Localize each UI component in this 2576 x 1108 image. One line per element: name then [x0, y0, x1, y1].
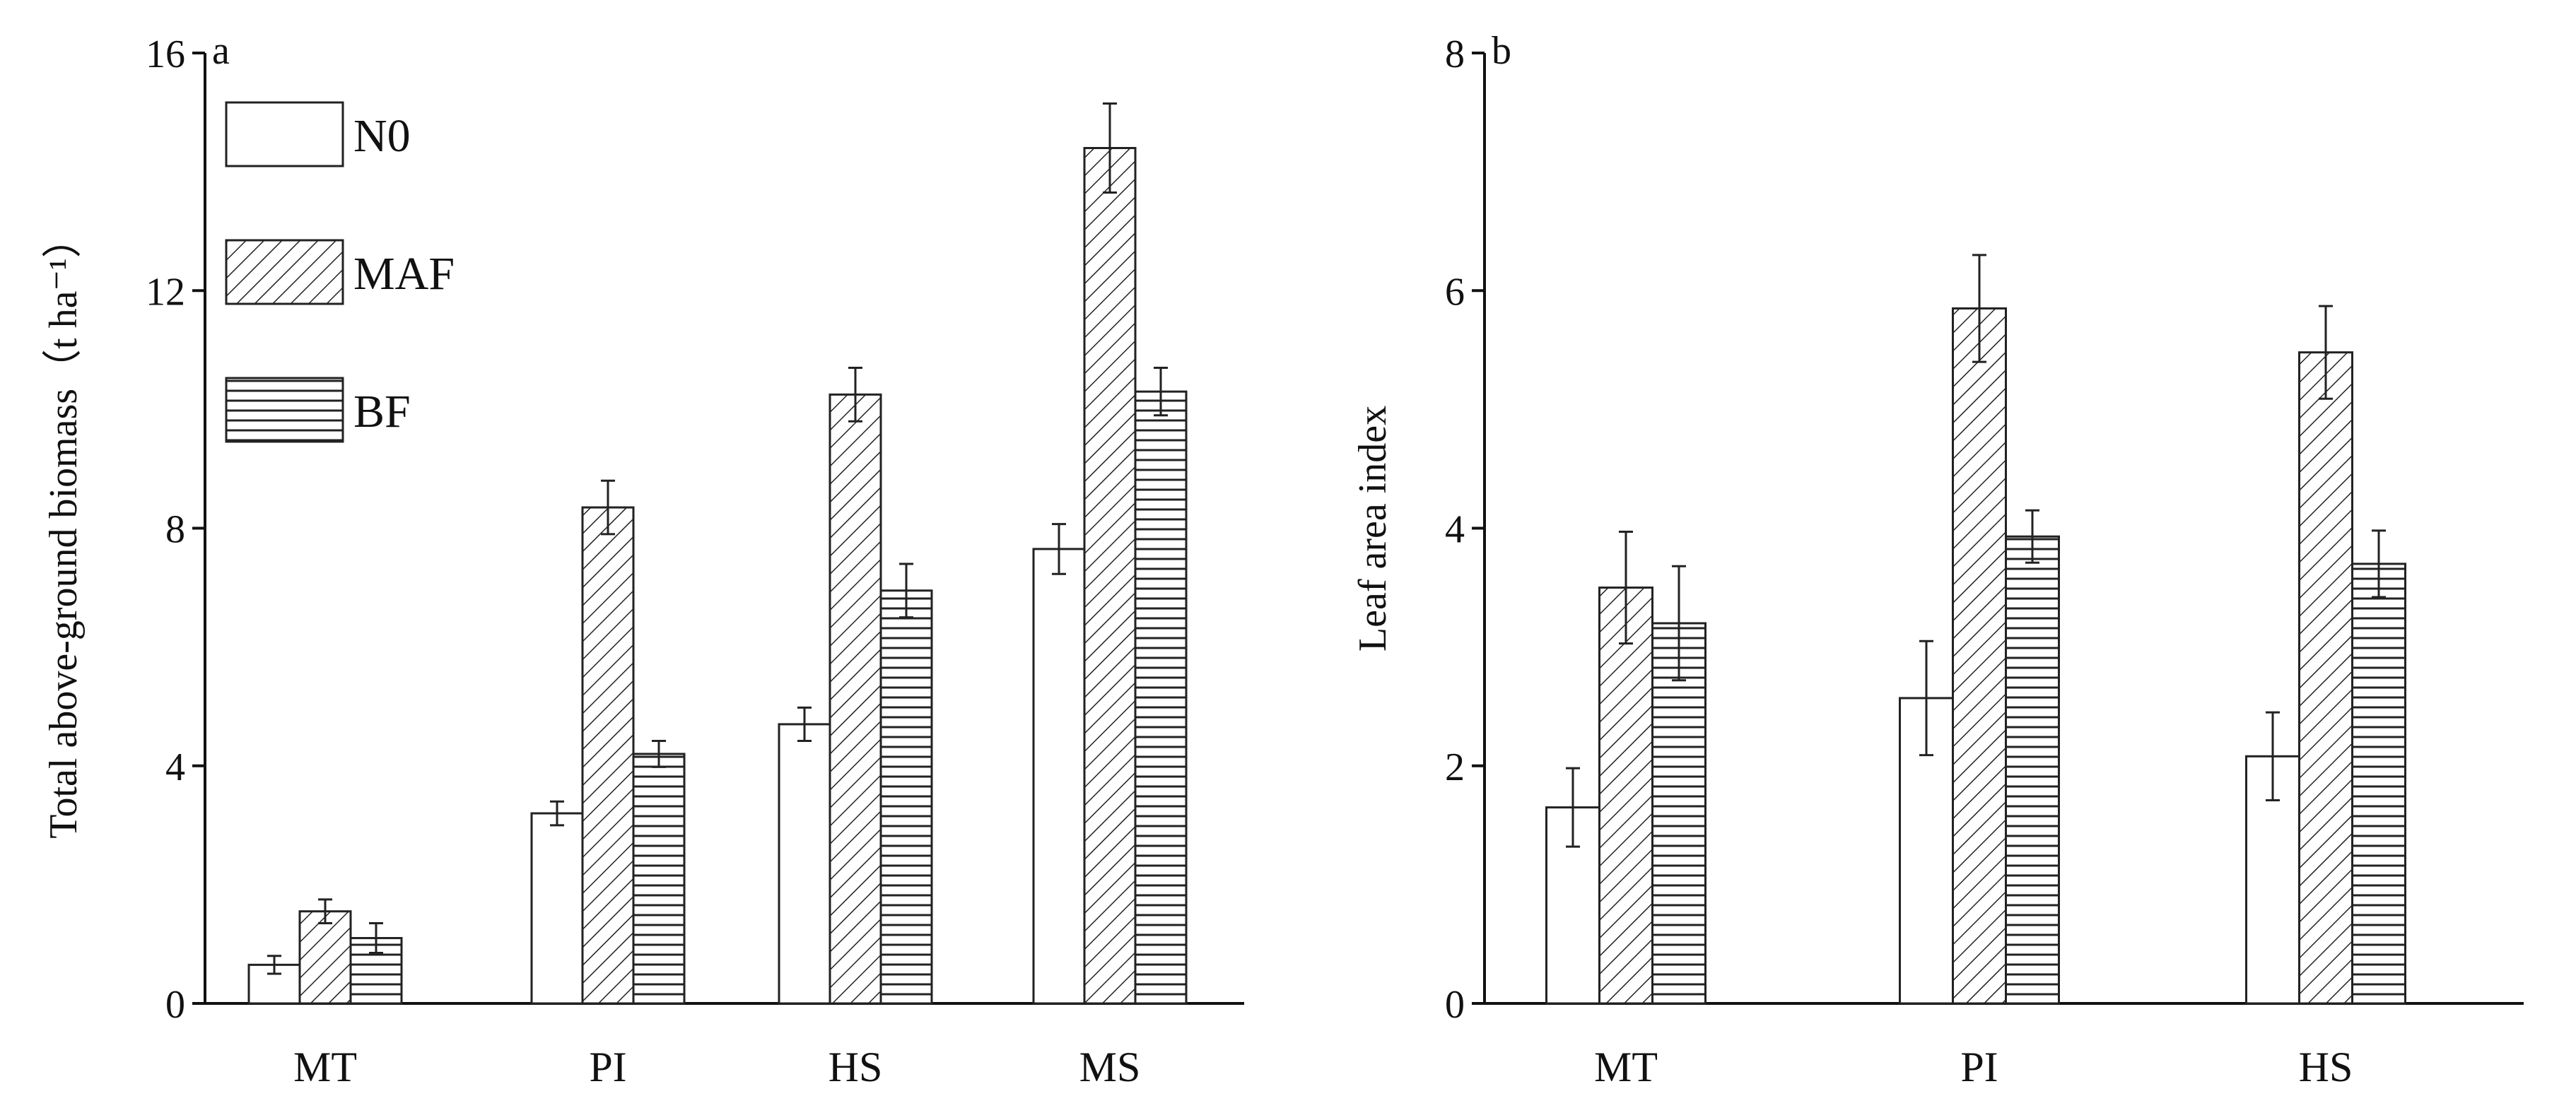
- panel-b-leaf-area-index: b Leaf area index 0 2 4 6 8 MT PI HS: [1351, 29, 2524, 1090]
- legend-item-bf: BF: [225, 377, 411, 443]
- error-bar-n0-ms: [1052, 523, 1066, 575]
- error-bar-maf-mt: [1619, 531, 1633, 645]
- bar-maf-pi: [581, 506, 635, 1005]
- legend-item-maf: MAF: [225, 239, 455, 305]
- bar-maf-pi: [1952, 307, 2007, 1005]
- y-tick-label: 4: [165, 745, 185, 789]
- error-bar-n0-pi: [1919, 640, 1933, 757]
- error-bar-n0-pi: [550, 800, 564, 827]
- y-tick-label: 4: [1445, 508, 1465, 552]
- x-category-label: MS: [1079, 1044, 1141, 1090]
- y-tick-label: 0: [165, 983, 185, 1027]
- x-category-label: HS: [2299, 1044, 2353, 1090]
- error-bar-n0-hs: [797, 706, 812, 742]
- y-tick-label: 12: [146, 270, 185, 314]
- error-bar-bf-mt: [1672, 565, 1686, 682]
- error-bar-bf-hs: [899, 562, 913, 619]
- legend-swatch-n0: [225, 101, 344, 167]
- bar-bf-pi: [632, 753, 686, 1005]
- error-bar-bf-mt: [369, 922, 383, 955]
- bar-n0-hs: [778, 723, 831, 1005]
- y-tick-label: 16: [146, 33, 185, 76]
- error-bar-n0-mt: [1566, 767, 1580, 848]
- legend: N0 MAF BF: [225, 101, 455, 443]
- bar-maf-mt: [1598, 587, 1653, 1005]
- y-axis-ticks: 0 2 4 6 8: [1445, 33, 1485, 1027]
- y-tick-label: 8: [165, 508, 185, 552]
- error-bar-maf-pi: [601, 479, 615, 536]
- error-bar-bf-pi: [652, 739, 666, 768]
- bar-n0-pi: [530, 812, 584, 1005]
- x-category-label: HS: [829, 1044, 883, 1090]
- panel-label: a: [212, 29, 230, 73]
- bar-bf-mt: [1651, 622, 1706, 1005]
- legend-label-maf: MAF: [353, 248, 455, 300]
- legend-swatch-bf: [225, 377, 344, 443]
- panel-a-biomass: a Total above-ground biomass（t ha⁻¹） 0 4 8…: [42, 29, 1244, 1090]
- x-category-label: MT: [1594, 1044, 1658, 1090]
- error-bar-maf-hs: [2319, 305, 2333, 400]
- error-bar-bf-hs: [2372, 529, 2386, 599]
- bar-maf-ms: [1083, 147, 1137, 1005]
- bar-maf-hs: [2298, 351, 2353, 1005]
- y-tick-label: 2: [1445, 745, 1465, 789]
- bar-bf-ms: [1134, 390, 1188, 1005]
- bar-n0-ms: [1032, 548, 1086, 1005]
- y-axis-title: Total above-ground biomass（t ha⁻¹）: [42, 218, 86, 839]
- legend-swatch-maf: [225, 239, 344, 305]
- error-bar-maf-mt: [318, 898, 332, 925]
- bar-bf-hs: [2351, 562, 2406, 1005]
- error-bar-maf-ms: [1103, 102, 1117, 194]
- error-bar-n0-mt: [267, 955, 281, 975]
- y-tick-label: 0: [1445, 983, 1465, 1027]
- bar-bf-pi: [2005, 535, 2060, 1005]
- legend-label-n0: N0: [353, 110, 411, 162]
- x-category-label: PI: [1960, 1044, 1998, 1090]
- y-tick-label: 6: [1445, 270, 1465, 314]
- error-bar-maf-hs: [848, 367, 862, 423]
- error-bar-bf-pi: [2025, 509, 2039, 564]
- bar-maf-hs: [829, 393, 882, 1005]
- y-axis-title: Leaf area index: [1351, 406, 1395, 652]
- panel-label: b: [1492, 29, 1511, 73]
- bar-bf-hs: [879, 589, 933, 1005]
- bar-maf-mt: [298, 910, 352, 1005]
- legend-label-bf: BF: [353, 386, 411, 437]
- legend-item-n0: N0: [225, 101, 411, 167]
- bars: [1545, 254, 2406, 1005]
- error-bar-bf-ms: [1154, 367, 1168, 417]
- y-tick-label: 8: [1445, 33, 1465, 76]
- error-bar-maf-pi: [1972, 254, 1986, 363]
- category-labels: MT PI HS: [1594, 1044, 2353, 1090]
- x-category-label: PI: [589, 1044, 626, 1090]
- y-axis-ticks: 0 4 8 12 16: [146, 33, 205, 1027]
- error-bar-n0-hs: [2266, 711, 2280, 802]
- x-category-label: MT: [293, 1044, 357, 1090]
- category-labels: MT PI HS MS: [293, 1044, 1140, 1090]
- bars: [247, 102, 1188, 1005]
